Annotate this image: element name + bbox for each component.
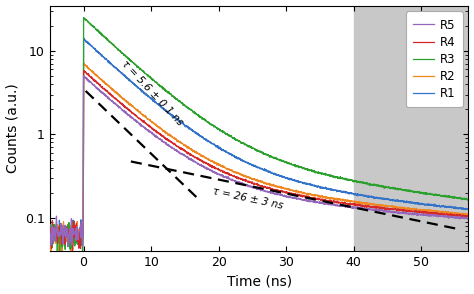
X-axis label: Time (ns): Time (ns)	[227, 274, 292, 288]
Y-axis label: Counts (a.u.): Counts (a.u.)	[6, 83, 19, 173]
Text: τ = 26 ± 3 ns: τ = 26 ± 3 ns	[211, 186, 284, 211]
Text: τ = 5.6 ± 0.1 ns: τ = 5.6 ± 0.1 ns	[119, 59, 184, 127]
Legend: R5, R4, R3, R2, R1: R5, R4, R3, R2, R1	[406, 11, 463, 107]
Bar	[354, 6, 468, 251]
